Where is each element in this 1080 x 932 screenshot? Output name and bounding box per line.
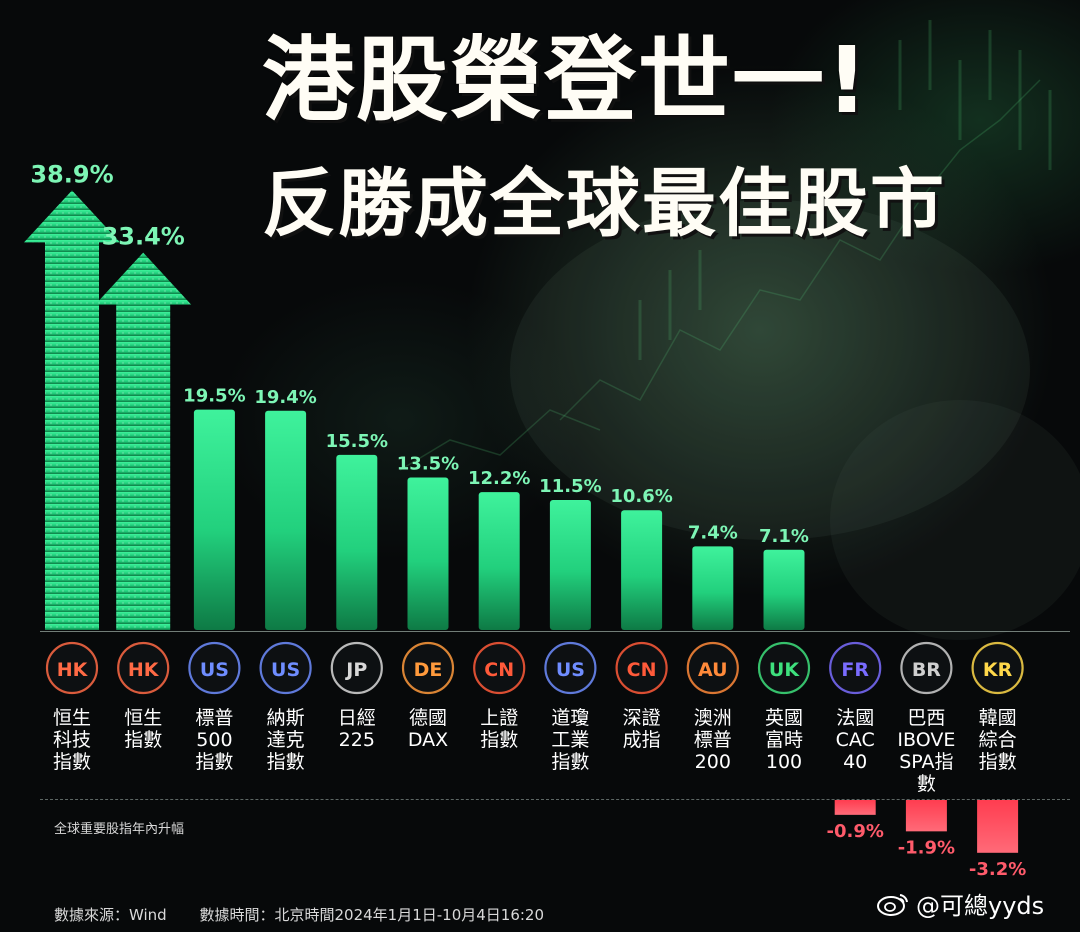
index-name-0: 恒生科技指數 bbox=[53, 707, 91, 773]
bar-2 bbox=[193, 409, 235, 630]
country-code-13: KR bbox=[983, 659, 1013, 681]
data-source: 數據來源：Wind bbox=[54, 906, 167, 924]
bar-13 bbox=[977, 800, 1019, 853]
country-code-2: US bbox=[200, 659, 229, 681]
data-label-2: 19.5% bbox=[183, 386, 245, 407]
index-name-3: 納斯達克指數 bbox=[267, 707, 305, 773]
country-code-6: CN bbox=[484, 659, 514, 681]
data-label-1: 33.4% bbox=[102, 223, 185, 251]
index-name-12: 巴西 IBOVE SPA指數 bbox=[897, 707, 955, 795]
data-label-6: 12.2% bbox=[468, 468, 530, 489]
country-badge-10 bbox=[757, 641, 811, 695]
index-name-13: 韓國綜合指數 bbox=[979, 707, 1017, 773]
data-label-12: -1.9% bbox=[898, 837, 955, 858]
bar-8 bbox=[621, 510, 663, 630]
bar-5 bbox=[407, 477, 449, 630]
baseline-divider bbox=[40, 631, 1070, 632]
headline-line-1: 港股榮登世一! bbox=[262, 27, 870, 134]
country-badge-0 bbox=[45, 641, 99, 695]
data-label-5: 13.5% bbox=[397, 453, 459, 474]
country-badge-7 bbox=[544, 641, 597, 695]
bar-4 bbox=[336, 454, 378, 630]
chart-caption: 全球重要股指年內升幅 bbox=[54, 822, 185, 837]
country-badge-4 bbox=[330, 641, 383, 695]
country-code-0: HK bbox=[57, 659, 89, 681]
country-badge-5 bbox=[401, 641, 455, 695]
index-name-11: 法國 CAC 40 bbox=[836, 707, 875, 773]
country-code-1: HK bbox=[128, 659, 160, 681]
country-badge-12 bbox=[900, 641, 953, 695]
country-badge-2 bbox=[188, 641, 241, 695]
country-code-7: US bbox=[556, 659, 585, 681]
country-badge-8 bbox=[615, 641, 668, 695]
bar-3 bbox=[265, 410, 307, 630]
country-badge-6 bbox=[473, 641, 526, 695]
data-label-11: -0.9% bbox=[826, 821, 883, 842]
country-code-12: BR bbox=[912, 659, 941, 681]
country-code-9: AU bbox=[698, 659, 728, 681]
data-label-0: 38.9% bbox=[30, 160, 113, 188]
index-name-7: 道瓊工業指數 bbox=[551, 707, 589, 773]
data-time: 數據時間：北京時間2024年1月1日-10月4日16:20 bbox=[199, 906, 545, 924]
country-badge-1 bbox=[117, 641, 170, 695]
watermark-text: @可總yyds bbox=[916, 892, 1045, 920]
country-code-4: JP bbox=[344, 659, 367, 681]
index-name-6: 上證指數 bbox=[480, 707, 518, 751]
country-badge-3 bbox=[259, 641, 312, 695]
footer: 數據來源：Wind 數據時間：北京時間2024年1月1日-10月4日16:20 bbox=[54, 904, 572, 925]
data-label-9: 7.4% bbox=[688, 522, 738, 543]
bar-10 bbox=[763, 549, 805, 630]
index-name-4: 日經 225 bbox=[338, 707, 376, 751]
bar-7 bbox=[549, 500, 591, 630]
country-code-11: FR bbox=[841, 659, 869, 681]
data-label-3: 19.4% bbox=[254, 387, 316, 408]
data-label-10: 7.1% bbox=[759, 526, 809, 547]
index-name-9: 澳洲標普 200 bbox=[694, 707, 732, 773]
bar-arrow-1 bbox=[95, 252, 192, 630]
bar-9 bbox=[692, 546, 734, 630]
index-name-10: 英國富時 100 bbox=[765, 707, 803, 773]
data-label-8: 10.6% bbox=[610, 486, 672, 507]
index-name-5: 德國 DAX bbox=[408, 707, 448, 751]
country-code-5: DE bbox=[414, 659, 443, 681]
index-name-2: 標普 500 指數 bbox=[195, 707, 233, 773]
data-label-7: 11.5% bbox=[539, 476, 601, 497]
country-code-10: UK bbox=[769, 659, 800, 681]
bar-11 bbox=[834, 800, 876, 815]
country-badge-13 bbox=[971, 641, 1024, 695]
country-badge-11 bbox=[829, 641, 882, 695]
dashed-divider bbox=[40, 799, 1070, 801]
bar-arrow-0 bbox=[24, 190, 120, 630]
bar-12 bbox=[905, 800, 947, 832]
weibo-icon bbox=[877, 893, 908, 916]
country-code-8: CN bbox=[627, 659, 657, 681]
weibo-watermark: @可總yyds bbox=[876, 886, 1044, 921]
country-badge-9 bbox=[686, 641, 739, 695]
data-label-4: 15.5% bbox=[326, 431, 388, 452]
data-label-13: -3.2% bbox=[969, 859, 1026, 880]
headline-line-2: 反勝成全球最佳股市 bbox=[262, 161, 946, 247]
index-name-8: 深證成指 bbox=[623, 707, 661, 751]
index-name-1: 恒生指數 bbox=[124, 707, 162, 751]
country-code-3: US bbox=[271, 659, 300, 681]
bar-6 bbox=[478, 492, 520, 630]
